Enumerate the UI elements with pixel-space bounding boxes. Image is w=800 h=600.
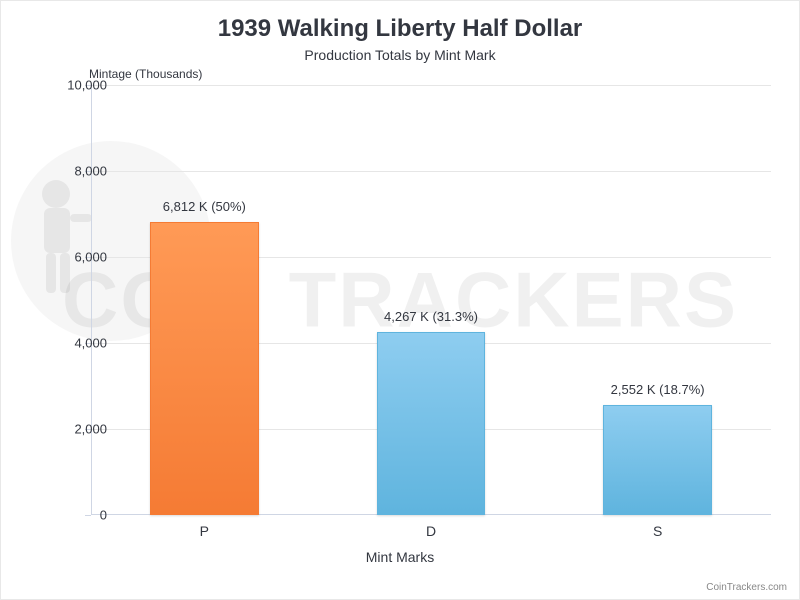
credit-text: CoinTrackers.com: [706, 582, 787, 593]
bar-P[interactable]: [150, 222, 259, 515]
bar-data-label: 4,267 K (31.3%): [341, 309, 521, 324]
bar-data-label: 6,812 K (50%): [114, 199, 294, 214]
y-axis-line: [91, 85, 92, 515]
chart-container: COIN TRACKERS 1939 Walking Liberty Half …: [0, 0, 800, 600]
watermark-logo-figure: [26, 176, 96, 306]
bar-S[interactable]: [603, 405, 712, 515]
x-tick-label: S: [653, 523, 662, 539]
plot-area: 6,812 K (50%) 4,267 K (31.3%) 2,552 K (18.…: [91, 85, 771, 515]
bar-D[interactable]: [377, 332, 486, 515]
y-tick-label: 0: [47, 508, 107, 523]
y-tick-label: 2,000: [47, 422, 107, 437]
y-tick-label: 8,000: [47, 164, 107, 179]
chart-subtitle: Production Totals by Mint Mark: [1, 43, 799, 63]
x-tick-label: P: [200, 523, 209, 539]
grid-line: [91, 171, 771, 172]
bar-data-label: 2,552 K (18.7%): [568, 382, 748, 397]
x-tick-label: D: [426, 523, 436, 539]
y-tick-label: 6,000: [47, 250, 107, 265]
grid-line: [91, 85, 771, 86]
y-tick-label: 4,000: [47, 336, 107, 351]
x-axis-label: Mint Marks: [366, 549, 434, 565]
y-tick-label: 10,000: [47, 78, 107, 93]
chart-title: 1939 Walking Liberty Half Dollar: [1, 1, 799, 43]
